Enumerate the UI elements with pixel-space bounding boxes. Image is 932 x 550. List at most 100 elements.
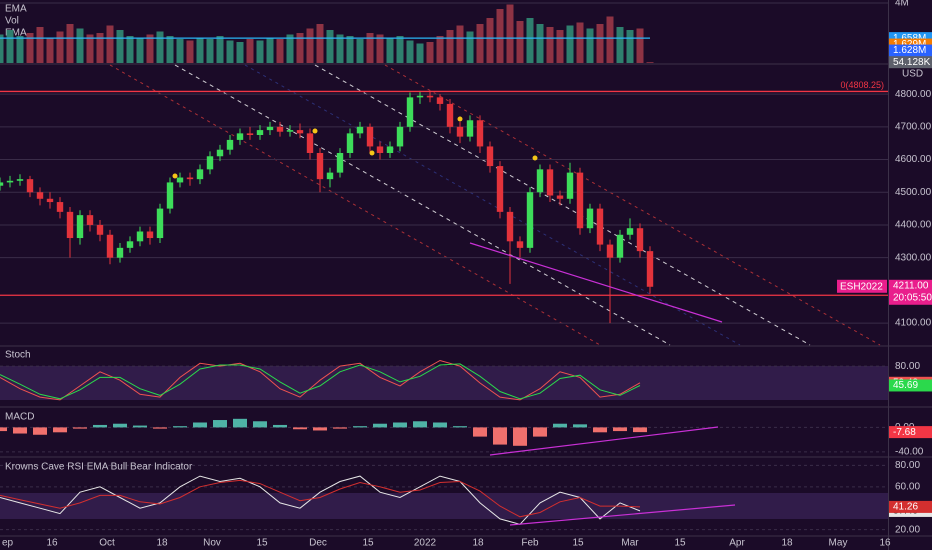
bar <box>336 34 344 63</box>
legend-entry: EMA <box>5 4 27 15</box>
legend-entry: EMA <box>5 28 27 39</box>
bar <box>333 427 347 429</box>
bar <box>476 24 484 63</box>
bar <box>506 4 514 63</box>
x-tick-label: ep <box>2 538 14 549</box>
candle-body <box>576 172 584 229</box>
channel-lines <box>109 64 881 346</box>
bar <box>306 28 314 63</box>
legend-entry: Vol <box>5 16 19 27</box>
candle-body <box>646 251 654 287</box>
candle-body <box>476 120 484 147</box>
bar <box>516 21 524 63</box>
bar <box>346 36 354 63</box>
bar <box>396 36 404 63</box>
bar <box>246 39 254 63</box>
y-tick-label: 80.00 <box>895 460 920 471</box>
candle-body <box>316 152 324 180</box>
pane-title: MACD <box>5 412 34 423</box>
bar <box>386 37 394 63</box>
symbol-label: ESH2022 <box>840 281 883 292</box>
candle-body <box>626 228 634 235</box>
bar <box>13 427 27 434</box>
bar <box>486 18 494 63</box>
stoch-band <box>0 366 888 400</box>
bar <box>353 426 367 428</box>
bar <box>96 33 104 63</box>
x-tick-label: 18 <box>472 538 484 549</box>
bar <box>113 423 127 428</box>
candle-body <box>166 182 174 209</box>
x-tick-label: 18 <box>156 538 168 549</box>
bar <box>606 16 614 63</box>
bar <box>556 30 564 63</box>
bar <box>276 39 284 63</box>
bar <box>626 30 634 63</box>
axis-marker <box>889 44 932 57</box>
candle-body <box>206 156 214 170</box>
y-tick-label: -40.00 <box>895 447 924 458</box>
y-tick-label: 4500.00 <box>895 187 932 198</box>
bar <box>313 427 327 431</box>
bar <box>166 36 174 63</box>
axis-marker-label: -7.68 <box>893 427 916 438</box>
bar <box>6 30 14 63</box>
bar <box>546 27 554 63</box>
candle-body <box>286 130 294 132</box>
candle-body <box>0 182 4 186</box>
bar <box>406 40 414 63</box>
trend-lines <box>469 242 736 526</box>
candle-body <box>386 146 394 153</box>
candle-body <box>256 130 264 135</box>
bar <box>153 427 167 429</box>
bar <box>133 425 147 428</box>
x-tick-label: 15 <box>256 538 268 549</box>
value-label: 45.69 <box>893 380 918 391</box>
candle-body <box>556 195 564 199</box>
candle-body <box>596 208 604 245</box>
candle-body <box>486 146 494 167</box>
candle-body <box>296 130 304 134</box>
axis-marker-label: 54.128K <box>893 57 931 68</box>
y-tick-label: 4800.00 <box>895 89 932 100</box>
currency-label: USD <box>902 69 923 80</box>
y-tick-label: 4M <box>895 0 909 9</box>
value-label: 41.26 <box>893 502 918 513</box>
x-tick-label: Dec <box>309 538 327 549</box>
series-line <box>0 359 641 401</box>
candle-body <box>36 192 44 199</box>
x-tick-label: Feb <box>521 538 539 549</box>
candle-body <box>586 208 594 229</box>
level-label: 0(4808.25) <box>840 80 884 90</box>
candle-body <box>106 234 114 258</box>
bar <box>0 427 7 432</box>
bar <box>526 18 534 63</box>
bar <box>426 42 434 63</box>
y-tick-label: 4100.00 <box>895 318 932 329</box>
axis-marker-label: 1.658M <box>893 33 926 44</box>
series-line <box>0 363 641 400</box>
candle-body <box>506 211 514 242</box>
bar <box>16 36 24 63</box>
candle-body <box>406 97 414 127</box>
candle-body <box>146 231 154 239</box>
bar <box>146 34 154 63</box>
candle-body <box>216 149 224 157</box>
bar <box>436 36 444 63</box>
candle-body <box>76 215 84 239</box>
pane-title: Krowns Cave RSI EMA Bull Bear Indicator <box>5 462 193 473</box>
x-tick-label: May <box>829 538 848 549</box>
bar <box>286 34 294 63</box>
candle-body <box>536 169 544 193</box>
value-marker <box>889 379 932 392</box>
bar <box>413 421 427 428</box>
x-tick-label: 15 <box>572 538 584 549</box>
candle-body <box>156 208 164 239</box>
bar <box>26 33 34 63</box>
x-tick-label: Apr <box>729 538 745 549</box>
candle-body <box>56 202 64 212</box>
candle-body <box>496 166 504 212</box>
bar <box>236 42 244 63</box>
